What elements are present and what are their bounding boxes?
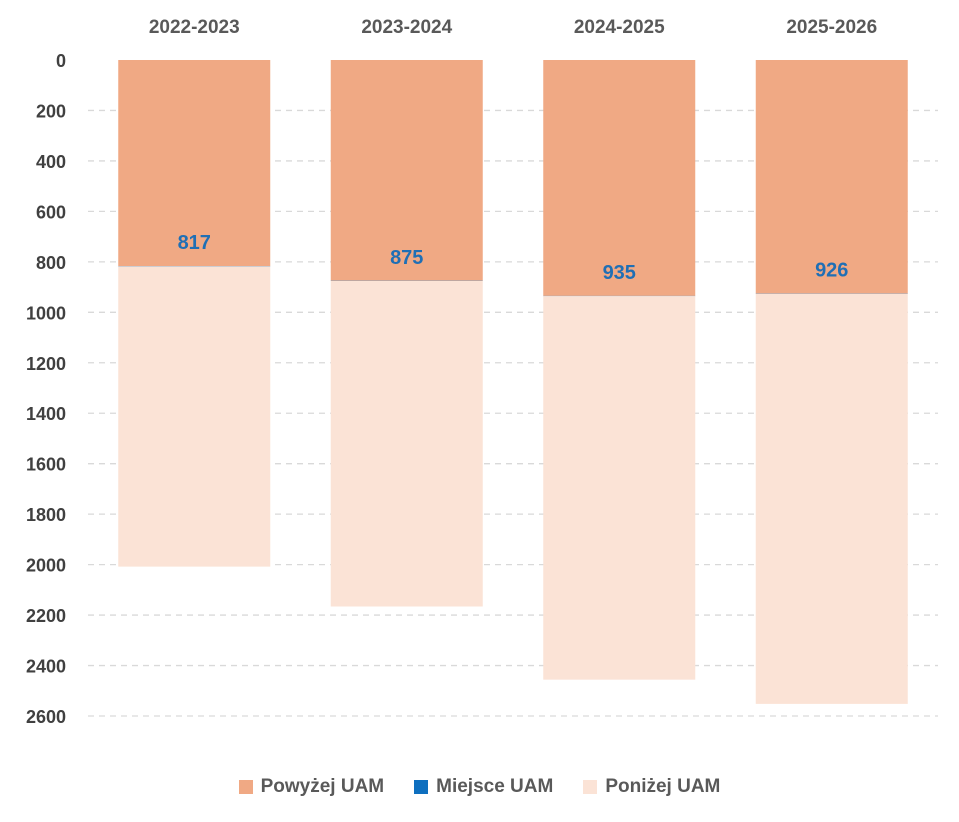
y-tick-label: 2000 <box>26 556 66 576</box>
y-tick-label: 0 <box>56 51 66 71</box>
y-tick-label: 2200 <box>26 606 66 626</box>
category-label: 2023-2024 <box>361 17 452 38</box>
data-label: 926 <box>815 260 848 282</box>
y-tick-label: 2400 <box>26 657 66 677</box>
legend-swatch-miejsce <box>414 780 429 794</box>
y-tick-label: 200 <box>36 101 66 121</box>
legend-item-ponizej: Poniżej UAM <box>583 776 720 798</box>
data-labels: 817 875 935 926 <box>178 232 849 284</box>
bar-segment-0 <box>755 60 908 294</box>
category-labels: 2022-2023 2023-2024 2024-2025 2025-2026 <box>149 17 877 38</box>
data-label: 875 <box>390 247 423 269</box>
y-axis-ticks: 0 200 400 600 800 1000 1200 1400 1600 1800 2000 220… <box>26 51 66 727</box>
y-tick-label: 800 <box>36 253 66 273</box>
y-tick-label: 1600 <box>26 455 66 475</box>
legend-label-powyzej: Powyżej UAM <box>260 776 385 797</box>
bar-segment-0 <box>330 60 483 281</box>
data-label: 935 <box>603 262 636 284</box>
bar-segment-0 <box>543 60 696 296</box>
bar-segment-2 <box>330 281 483 607</box>
y-tick-label: 1000 <box>26 303 66 323</box>
y-tick-label: 1800 <box>26 505 66 525</box>
category-label: 2022-2023 <box>149 17 240 38</box>
legend: Powyżej UAM Miejsce UAM Poniżej UAM <box>0 772 959 802</box>
y-tick-label: 2600 <box>26 707 66 727</box>
legend-label-ponizej: Poniżej UAM <box>605 776 721 797</box>
bar-segment-2 <box>543 296 696 680</box>
y-tick-label: 1400 <box>26 404 66 424</box>
category-label: 2025-2026 <box>786 17 877 38</box>
legend-item-powyzej: Powyżej UAM <box>238 776 385 798</box>
category-label: 2024-2025 <box>574 17 665 38</box>
bar-segment-2 <box>118 266 271 567</box>
legend-label-miejsce: Miejsce UAM <box>436 776 554 797</box>
legend-swatch-ponizej <box>583 780 598 794</box>
y-tick-label: 600 <box>36 202 66 222</box>
legend-item-miejsce: Miejsce UAM <box>414 776 553 798</box>
bars <box>118 60 908 704</box>
y-tick-label: 1200 <box>26 354 66 374</box>
data-label: 817 <box>178 232 211 254</box>
legend-swatch-powyzej <box>238 780 253 794</box>
bar-segment-2 <box>755 293 908 704</box>
y-tick-label: 400 <box>36 152 66 172</box>
bar-segment-0 <box>118 60 271 267</box>
